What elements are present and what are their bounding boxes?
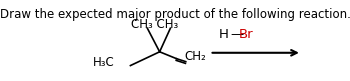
Text: Draw the expected major product of the following reaction.: Draw the expected major product of the f… bbox=[0, 8, 350, 21]
Text: —: — bbox=[230, 28, 244, 41]
Text: CH₃ CH₃: CH₃ CH₃ bbox=[131, 18, 178, 31]
Text: H₃C: H₃C bbox=[93, 56, 115, 69]
Text: CH₂: CH₂ bbox=[184, 50, 206, 63]
Text: H: H bbox=[219, 28, 229, 41]
Text: Br: Br bbox=[239, 28, 253, 41]
